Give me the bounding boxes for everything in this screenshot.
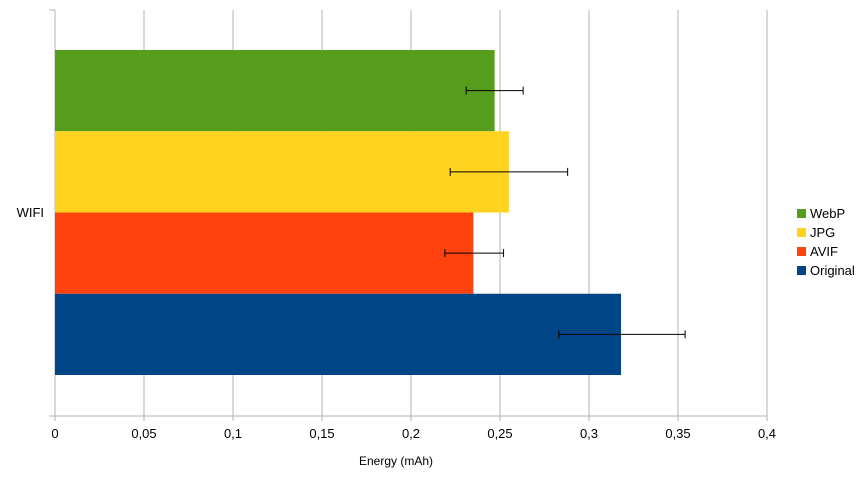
legend-item-original: Original (797, 263, 855, 278)
legend-label-original: Original (810, 263, 855, 278)
legend-swatch-original (797, 266, 806, 275)
x-tick-label-1: 0,05 (131, 426, 156, 441)
error-bar-jpg (449, 167, 569, 176)
bar-jpg (55, 131, 509, 213)
x-tick-label-2: 0,1 (224, 426, 242, 441)
x-tick-label-4: 0,2 (402, 426, 420, 441)
x-tick-label-7: 0,35 (665, 426, 690, 441)
error-bars (444, 86, 686, 339)
legend-swatch-jpg (797, 228, 806, 237)
bars (55, 50, 622, 375)
axes (49, 9, 768, 421)
category-label-wifi: WIFI (17, 205, 44, 220)
legend-item-webp: WebP (797, 206, 845, 221)
legend-label-webp: WebP (810, 206, 845, 221)
x-tick-label-6: 0,3 (580, 426, 598, 441)
legend-swatch-avif (797, 247, 806, 256)
legend-label-avif: AVIF (810, 244, 838, 259)
legend-swatch-webp (797, 209, 806, 218)
x-tick-label-0: 0 (51, 426, 58, 441)
x-tick-labels: 0 0,05 0,1 0,15 0,2 0,25 0,3 0,35 0,4 (51, 426, 776, 441)
bar-original (55, 293, 622, 375)
error-bar-original (558, 330, 686, 339)
x-tick-label-3: 0,15 (309, 426, 334, 441)
bar-webp (55, 50, 495, 132)
legend-item-avif: AVIF (797, 244, 838, 259)
error-bar-avif (444, 249, 505, 258)
bar-avif (55, 212, 474, 294)
x-axis-title: Energy (mAh) (359, 454, 433, 468)
x-tick-label-8: 0,4 (758, 426, 776, 441)
x-tick-label-5: 0,25 (487, 426, 512, 441)
legend-item-jpg: JPG (797, 225, 835, 240)
legend: WebP JPG AVIF Original (797, 206, 855, 278)
legend-label-jpg: JPG (810, 225, 835, 240)
error-bar-webp (465, 86, 524, 95)
